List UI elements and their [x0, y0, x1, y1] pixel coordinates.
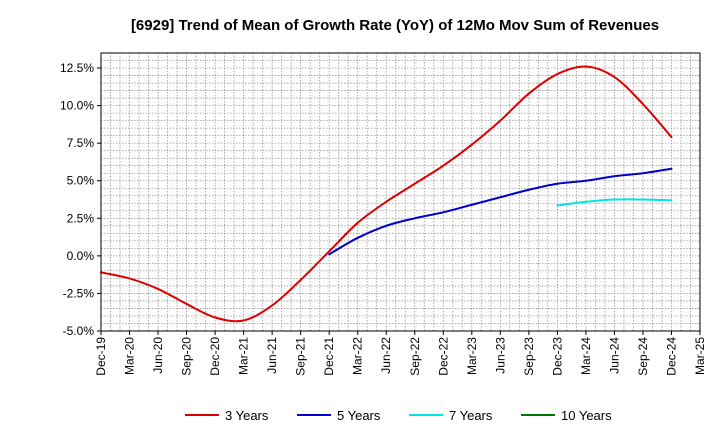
x-tick-label: Dec-23	[550, 337, 564, 376]
x-tick-label: Sep-22	[408, 337, 422, 376]
legend-label-3-years: 3 Years	[225, 408, 269, 423]
grid	[101, 53, 700, 331]
y-tick-label: 2.5%	[67, 211, 95, 225]
x-tick-label: Dec-20	[208, 337, 222, 376]
y-tick-label: 12.5%	[60, 61, 94, 75]
y-tick-label: 0.0%	[67, 249, 95, 263]
x-tick-label: Mar-23	[465, 337, 479, 375]
series-line-3-years	[100, 65, 673, 323]
series-lines	[100, 65, 673, 323]
x-tick-label: Sep-20	[180, 337, 194, 376]
x-tick-label: Sep-21	[294, 337, 308, 376]
x-tick-label: Jun-24	[607, 337, 621, 374]
chart-title: [6929] Trend of Mean of Growth Rate (YoY…	[131, 17, 659, 34]
x-tick-label: Jun-22	[379, 337, 393, 374]
x-tick-label: Jun-20	[151, 337, 165, 374]
x-tick-label: Jun-21	[265, 337, 279, 374]
legend: 3 Years 5 Years 7 Years 10 Years	[185, 408, 612, 423]
y-tick-label: 5.0%	[67, 174, 95, 188]
x-tick-label: Dec-22	[436, 337, 450, 376]
x-tick-label: Sep-24	[636, 337, 650, 376]
y-tick-label: -5.0%	[63, 324, 95, 338]
legend-label-7-years: 7 Years	[449, 408, 493, 423]
x-tick-label: Dec-21	[322, 337, 336, 376]
x-tick-label: Mar-21	[237, 337, 251, 375]
x-tick-label: Dec-24	[664, 337, 678, 376]
plot-frame	[100, 52, 701, 332]
x-axis: Dec-19 Mar-20 Jun-20 Sep-20 Dec-20 Mar-21 Jun-…	[94, 331, 707, 376]
legend-label-5-years: 5 Years	[337, 408, 381, 423]
x-tick-label: Mar-25	[693, 337, 707, 375]
x-tick-label: Mar-20	[123, 337, 137, 375]
y-tick-label: -2.5%	[63, 286, 95, 300]
x-tick-label: Sep-23	[522, 337, 536, 376]
series-line-5-years	[328, 167, 673, 256]
y-tick-label: 7.5%	[67, 136, 95, 150]
x-tick-label: Jun-23	[493, 337, 507, 374]
x-tick-label: Mar-24	[579, 337, 593, 375]
series-line-7-years	[556, 198, 673, 207]
y-axis: -5.0% -2.5% 0.0% 2.5% 5.0% 7.5% 10.0% 12.5%	[60, 61, 101, 338]
legend-label-10-years: 10 Years	[561, 408, 612, 423]
x-tick-label: Dec-19	[94, 337, 108, 376]
y-tick-label: 10.0%	[60, 99, 94, 113]
x-tick-label: Mar-22	[351, 337, 365, 375]
